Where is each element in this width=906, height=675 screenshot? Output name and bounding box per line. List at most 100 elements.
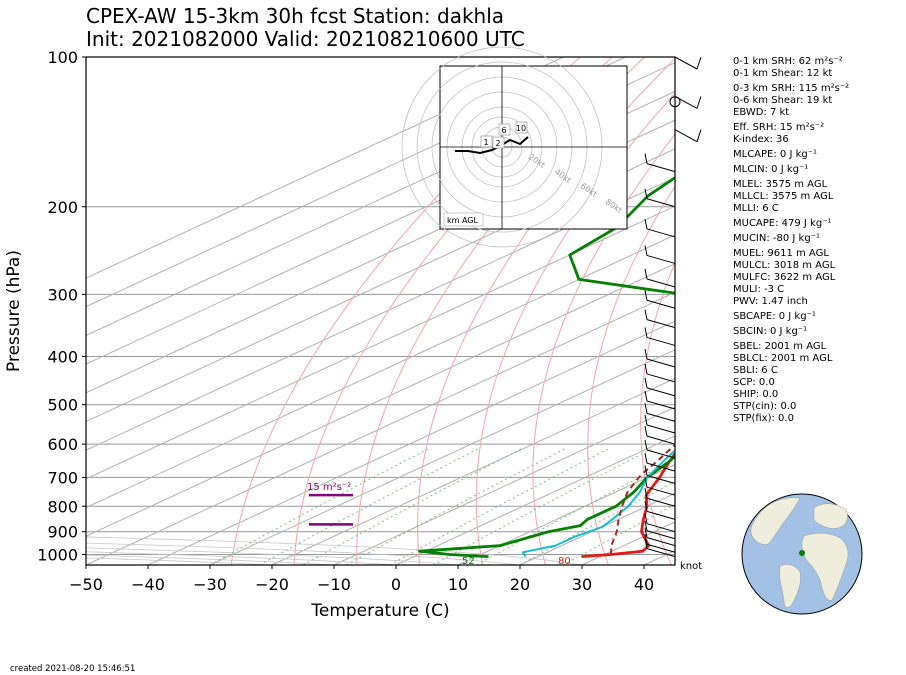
wind-barb-flag [696, 56, 702, 70]
moist-adiabat-line [0, 57, 740, 565]
dry-adiabat-line [532, 133, 675, 565]
sounding-parameter: MLCAPE: 0 J kg⁻¹ [733, 149, 818, 160]
sounding-parameter: MLLI: 6 C [733, 203, 779, 214]
wind-barb-staff [646, 510, 676, 520]
wind-barb-flag [644, 538, 648, 549]
wind-barb-staff [646, 412, 676, 422]
mixing-ratio-line [346, 447, 568, 565]
land-africa [801, 533, 849, 601]
sounding-parameter: K-index: 36 [733, 134, 789, 145]
isotherm-line [86, 148, 675, 423]
moist-adiabat-line [0, 57, 740, 565]
y-tick-label: 1000 [37, 545, 78, 564]
wind-barb-staff [646, 319, 676, 329]
sounding-parameter: SCP: 0.0 [733, 377, 775, 388]
wind-barb-staff [646, 228, 676, 238]
mixing-ratio-line [432, 447, 655, 565]
wind-barb-staff [646, 198, 676, 208]
grid-lines [0, 57, 740, 565]
isotherm-line [86, 205, 675, 480]
sounding-parameter: MULFC: 3622 m AGL [733, 272, 836, 283]
wind-barb-flag [644, 377, 648, 388]
sounding-parameter: 0-3 km SRH: 115 m²s⁻² [733, 83, 850, 94]
dry-adiabat-line [356, 57, 645, 565]
wind-barb-flag [644, 153, 648, 164]
wind-barb-flag [644, 477, 648, 488]
isotherm-line [86, 263, 675, 537]
mixing-ratio-line [389, 447, 611, 565]
x-tick-label: 20 [510, 575, 530, 594]
isotherm-line [333, 406, 675, 565]
isotherm-line [209, 349, 675, 565]
x-tick-label: 40 [634, 575, 654, 594]
x-tick-label: −40 [131, 575, 165, 594]
wind-barb-staff [646, 475, 676, 484]
moist-adiabat-line [0, 57, 740, 565]
annotations: 15 m²s⁻² 80 52 [307, 482, 571, 567]
wind-barb-flag [644, 218, 648, 230]
sounding-parameter: PWV: 1.47 inch [733, 296, 808, 307]
temperature-profile [581, 451, 675, 558]
mixing-ratio-line [259, 447, 481, 565]
wind-barb-staff [646, 530, 676, 540]
calm-wind-circle [669, 96, 681, 108]
dry-adiabat-line [640, 261, 675, 565]
hodograph-label: 10 [516, 124, 526, 133]
y-tick-label: 300 [47, 285, 78, 304]
wind-barb-flag [644, 513, 648, 524]
sounding-parameter: MLCIN: 0 J kg⁻¹ [733, 164, 809, 175]
dewpoint-profile [418, 176, 675, 558]
x-tick-label: −50 [69, 575, 103, 594]
isotherm-line [147, 320, 675, 565]
x-tick-label: −20 [255, 575, 289, 594]
wind-barb-flag [644, 439, 648, 451]
mixing-ratio-line [302, 447, 524, 565]
isotherm-line [86, 57, 564, 279]
wind-barb-staff [646, 523, 676, 533]
wind-barb-staff [646, 299, 676, 309]
location-globe [741, 493, 863, 615]
wind-barb-staff [646, 373, 676, 383]
mixing-ratio-line [519, 481, 675, 565]
wind-barb-flag [644, 534, 648, 545]
dry-adiabat-line [417, 57, 675, 565]
hodograph-footer: km AGL [447, 216, 479, 225]
chart-title-line2: Init: 2021082000 Valid: 202108210600 UTC [86, 27, 525, 51]
wind-barb-flag [644, 327, 648, 338]
mixing-ratio-line [209, 447, 431, 565]
isotherm-line [86, 234, 675, 509]
y-tick-label: 600 [47, 435, 78, 454]
sounding-parameter: MUEL: 9611 m AGL [733, 248, 829, 259]
isotherm-line [643, 550, 675, 565]
wind-barb-flag [644, 290, 648, 301]
surface-dewpoint-label: 52 [462, 556, 475, 567]
moist-adiabat-line [0, 57, 740, 565]
wind-barb-staff [674, 129, 698, 143]
sounding-parameter: SHIP: 0.0 [733, 389, 779, 400]
isotherm-line [457, 463, 675, 565]
x-tick-label: −30 [193, 575, 227, 594]
land-south-america [779, 564, 801, 608]
sounding-parameter: SBEL: 2001 m AGL [733, 341, 827, 352]
wind-barb-staff [646, 278, 676, 288]
wind-barb-staff [646, 486, 676, 496]
y-tick-label: 400 [47, 348, 78, 367]
sounding-parameter: SBCIN: 0 J kg⁻¹ [733, 326, 808, 337]
y-tick-label: 100 [47, 48, 78, 67]
hodograph-frame [439, 65, 628, 230]
isotherm-line [395, 435, 675, 565]
sounding-parameter: SBLI: 6 C [733, 365, 778, 376]
wind-barb-staff [646, 462, 676, 472]
y-tick-label: 700 [47, 468, 78, 487]
y-tick-label: 500 [47, 396, 78, 415]
wind-barb-flag [644, 488, 648, 499]
profile-lines [418, 176, 675, 558]
sounding-parameter: Eff. SRH: 15 m²s⁻² [733, 122, 825, 133]
station-marker [799, 550, 805, 556]
wind-barb-flag [644, 414, 648, 426]
isotherm-line [271, 377, 675, 565]
land-europe [813, 503, 848, 529]
sounding-parameter: STP(fix): 0.0 [733, 413, 794, 424]
